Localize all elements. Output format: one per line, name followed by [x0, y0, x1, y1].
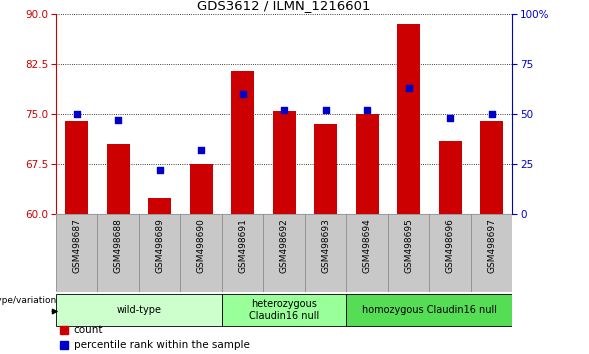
Bar: [439, 141, 462, 214]
Bar: [471, 214, 512, 292]
Text: GSM498688: GSM498688: [114, 218, 123, 273]
Bar: [429, 214, 471, 292]
Text: GSM498692: GSM498692: [280, 218, 289, 273]
Point: [238, 91, 247, 97]
Bar: [139, 214, 180, 292]
Bar: [222, 214, 263, 292]
Text: GSM498697: GSM498697: [487, 218, 496, 273]
Bar: [56, 294, 222, 326]
Point: [114, 117, 123, 123]
Point: [404, 85, 413, 91]
Bar: [107, 144, 130, 214]
Text: heterozygous
Claudin16 null: heterozygous Claudin16 null: [249, 299, 319, 321]
Point: [487, 111, 497, 117]
Bar: [273, 111, 296, 214]
Text: GSM498687: GSM498687: [72, 218, 81, 273]
Bar: [231, 71, 254, 214]
Text: GSM498694: GSM498694: [363, 218, 372, 273]
Text: count: count: [74, 325, 103, 335]
Point: [155, 167, 164, 173]
Text: homozygous Claudin16 null: homozygous Claudin16 null: [362, 305, 497, 315]
Bar: [346, 214, 388, 292]
Bar: [97, 214, 139, 292]
Bar: [65, 121, 88, 214]
Bar: [480, 121, 503, 214]
Bar: [305, 214, 346, 292]
Bar: [346, 294, 512, 326]
Bar: [190, 164, 213, 214]
Text: GSM498689: GSM498689: [155, 218, 164, 273]
Point: [445, 115, 455, 121]
Bar: [148, 198, 171, 214]
Text: GSM498691: GSM498691: [238, 218, 247, 273]
Bar: [397, 24, 420, 214]
Title: GDS3612 / ILMN_1216601: GDS3612 / ILMN_1216601: [197, 0, 371, 12]
Bar: [222, 294, 346, 326]
Text: GSM498690: GSM498690: [197, 218, 206, 273]
Bar: [356, 114, 379, 214]
Bar: [315, 124, 337, 214]
Text: percentile rank within the sample: percentile rank within the sample: [74, 339, 250, 350]
Text: genotype/variation: genotype/variation: [0, 296, 57, 306]
Point: [279, 107, 289, 113]
Bar: [263, 214, 305, 292]
Bar: [56, 214, 97, 292]
Text: GSM498696: GSM498696: [446, 218, 455, 273]
Bar: [180, 214, 222, 292]
Text: GSM498695: GSM498695: [404, 218, 413, 273]
Point: [72, 111, 81, 117]
Text: GSM498693: GSM498693: [321, 218, 330, 273]
Bar: [388, 214, 429, 292]
Point: [197, 147, 206, 153]
Point: [362, 107, 372, 113]
Point: [321, 107, 330, 113]
Text: wild-type: wild-type: [117, 305, 161, 315]
